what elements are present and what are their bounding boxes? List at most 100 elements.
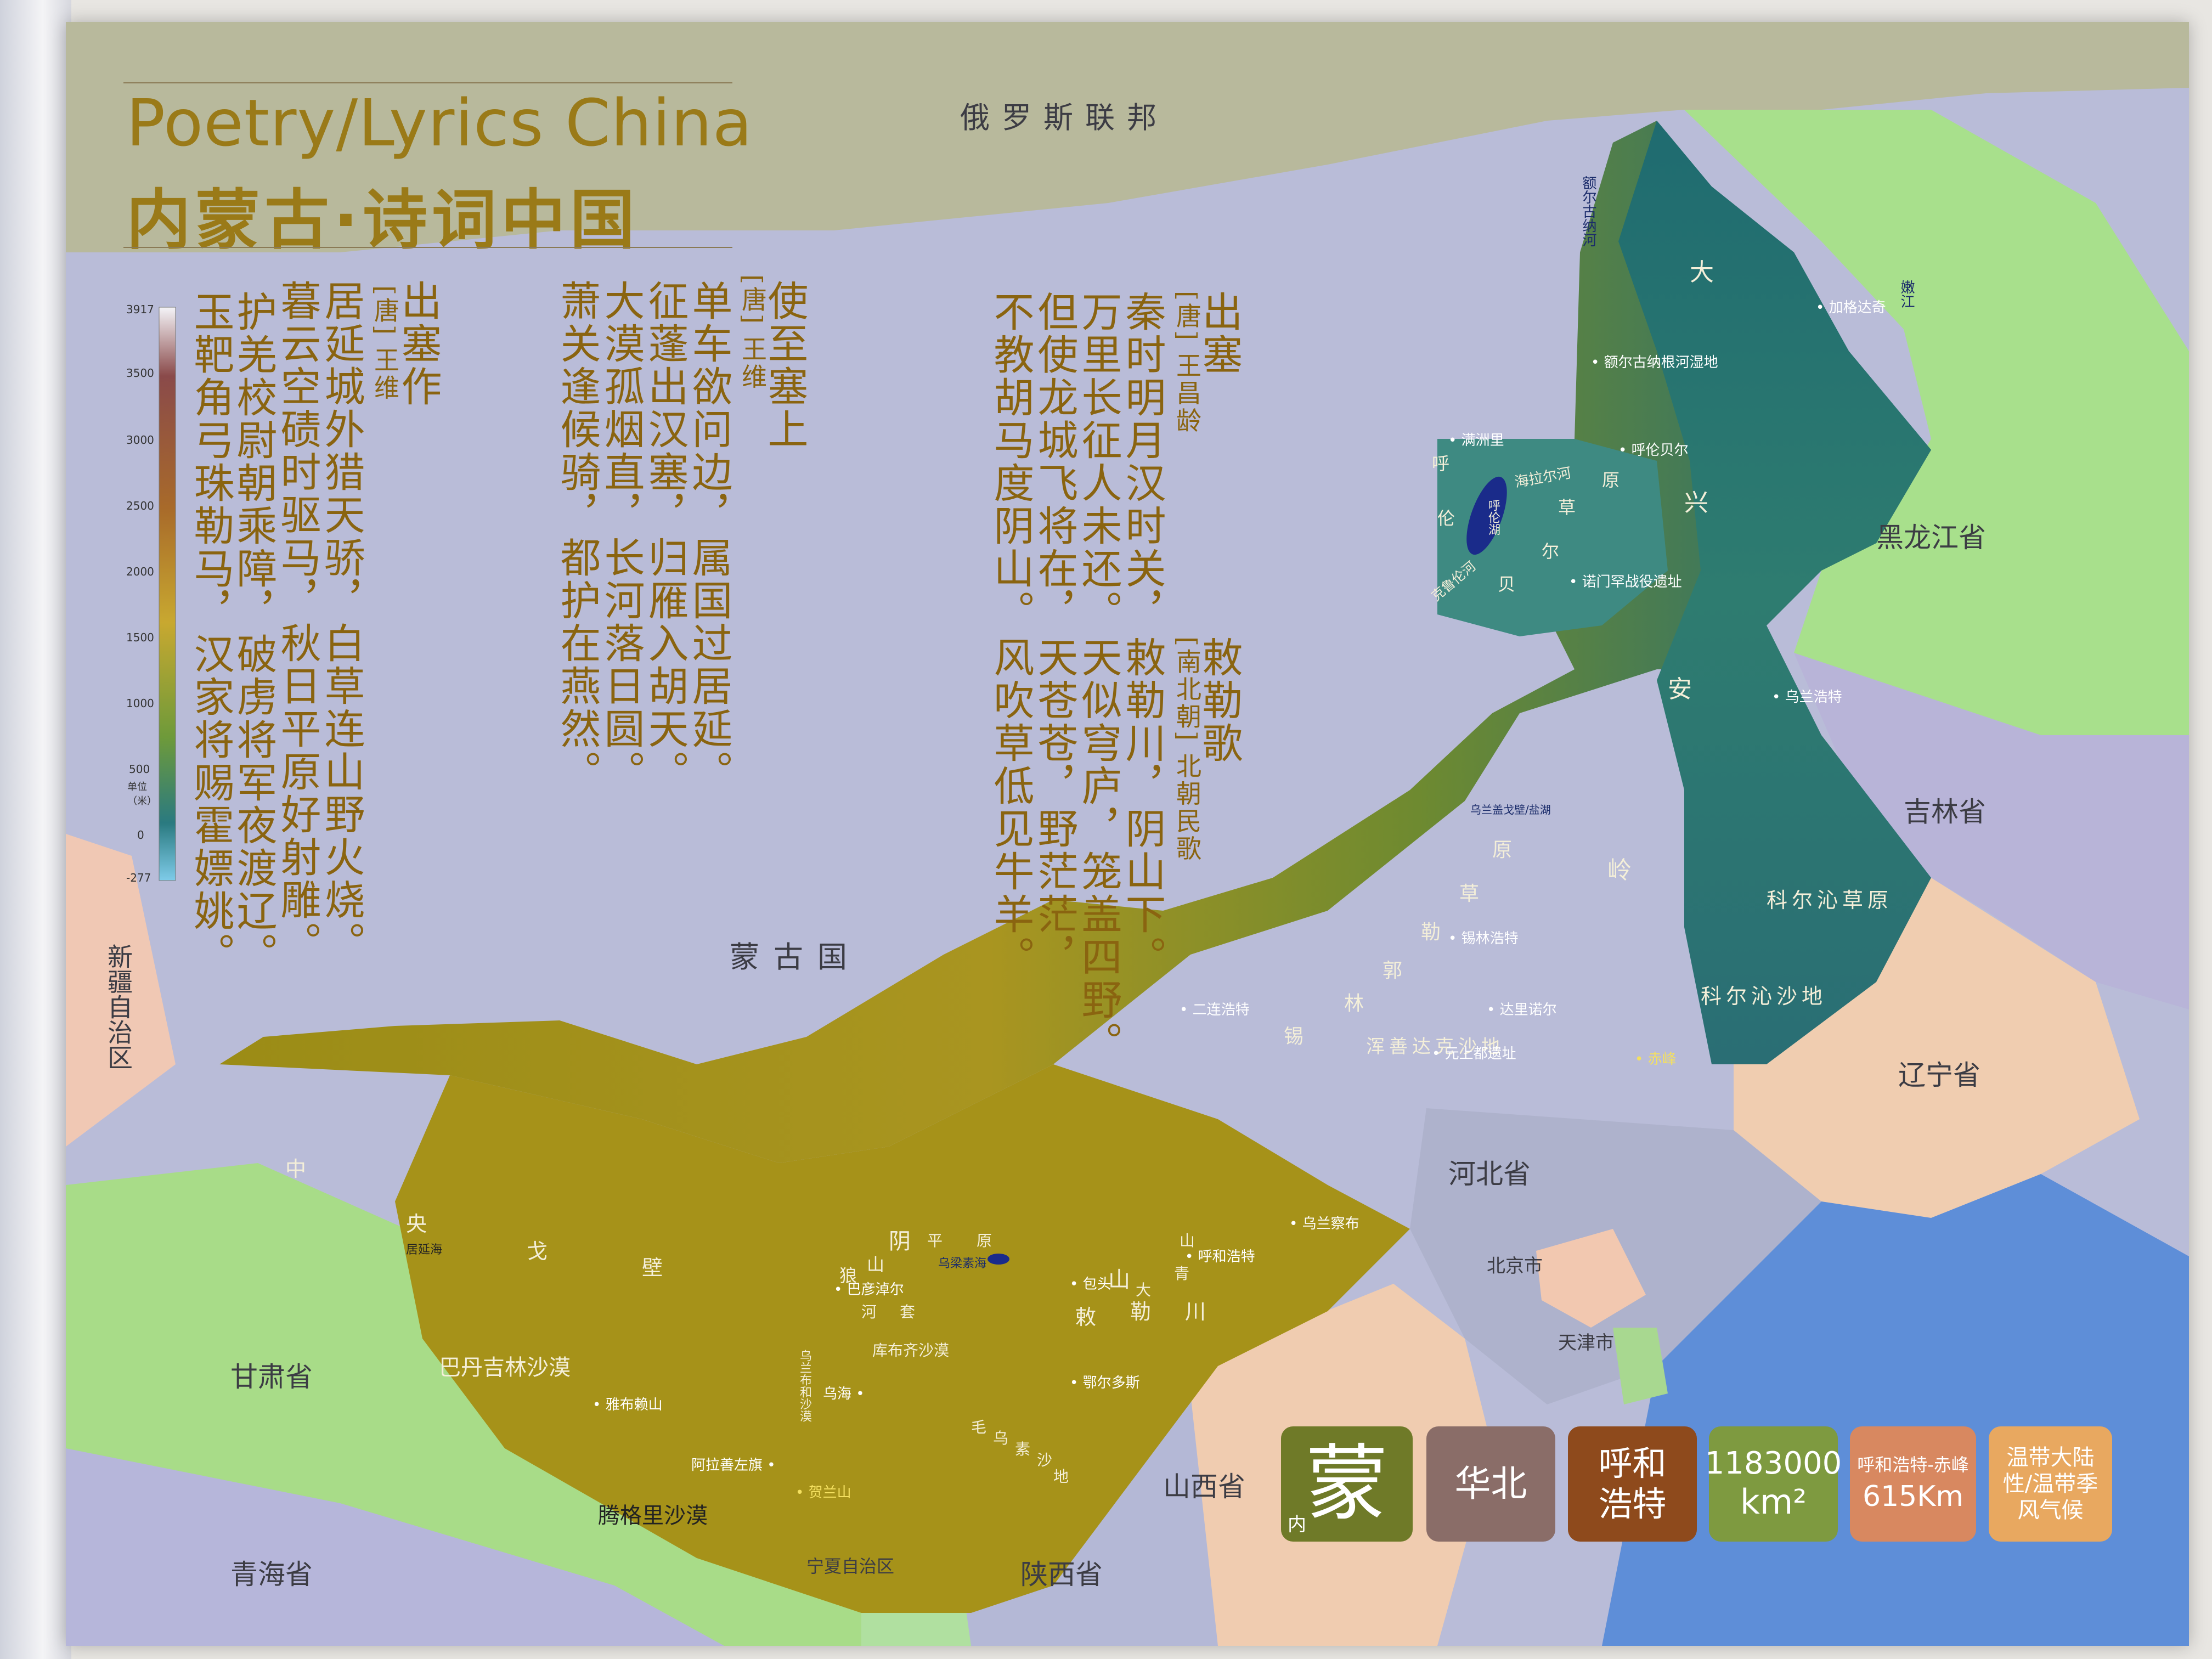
place-baotou: • 包头 xyxy=(1070,1276,1111,1293)
legend-tick: 500 xyxy=(129,763,150,776)
poem3-line: 但使龙城飞将在， xyxy=(1031,291,1078,633)
label-beijing: 北京市 xyxy=(1487,1255,1543,1277)
tianjin-region xyxy=(1613,1328,1668,1404)
label-qinghai: 青海省 xyxy=(230,1559,313,1590)
place-ulanhot: • 乌兰浩特 xyxy=(1772,689,1842,706)
badge-region: 华北 xyxy=(1426,1426,1555,1542)
legend-tick: 2500 xyxy=(126,499,154,512)
title-english: Poetry/Lyrics China xyxy=(126,85,753,161)
poem3-author: [唐] 王昌龄 xyxy=(1172,291,1202,435)
legend-tick: -277 xyxy=(126,871,151,884)
poem3-line: 秦时明月汉时关， xyxy=(1119,291,1166,633)
label-ulanbuh: 乌兰布和沙漠 xyxy=(798,1350,811,1422)
poem1-title: 出塞作 xyxy=(394,280,442,408)
place-hulunbuir: • 呼伦贝尔 xyxy=(1618,442,1689,459)
poem4-title: 敕勒歌 xyxy=(1195,636,1243,765)
legend-tick: 0 xyxy=(137,828,144,842)
place-ergun-wetland: • 额尔古纳根河湿地 xyxy=(1591,354,1718,371)
qinghai-region xyxy=(66,1448,724,1646)
label-horqin-sandland: 科尔沁沙地 xyxy=(1701,984,1827,1008)
poem2-author: [唐] 王维 xyxy=(738,274,768,391)
label-horqin-grassland: 科尔沁草原 xyxy=(1767,888,1893,912)
poem4-line: 天苍苍，野茫茫， xyxy=(1031,636,1078,979)
place-nomonhan: • 诺门罕战役遗址 xyxy=(1569,574,1682,590)
title-rule-top xyxy=(123,82,732,83)
daxinganling-terrain xyxy=(1618,121,1931,1064)
label-liaoning: 辽宁省 xyxy=(1898,1059,1980,1091)
legend-unit: 单位（米） xyxy=(127,781,157,807)
label-tianjin: 天津市 xyxy=(1558,1332,1614,1354)
xinjiang-region xyxy=(66,834,176,1147)
place-erenhot: • 二连浩特 xyxy=(1180,1002,1250,1018)
poem1-author: [唐] 王维 xyxy=(370,285,400,402)
poem4-line: 敕勒川，阴山下。 xyxy=(1119,636,1166,979)
heilongjiang-region xyxy=(1684,110,2189,735)
place-bayannur: • 巴彦淖尔 xyxy=(834,1282,904,1298)
poem2-line: 萧关逢候骑，都护在燕然。 xyxy=(554,280,601,793)
label-mongolia: 蒙古国 xyxy=(730,940,861,974)
place-helanshan: • 贺兰山 xyxy=(795,1485,851,1501)
map-page: Poetry/Lyrics China 内蒙古·诗词中国 3917 3500 3… xyxy=(66,22,2189,1646)
label-shanxi: 山西省 xyxy=(1163,1471,1245,1503)
legend-tick: 3917 xyxy=(126,303,154,316)
badge-abbreviation: 内 蒙 xyxy=(1281,1426,1413,1542)
place-alxa-left: 阿拉善左旗 • xyxy=(691,1457,776,1474)
place-chifeng: • 赤峰 xyxy=(1635,1051,1677,1068)
legend-tick: 3500 xyxy=(126,366,154,380)
poem2-line: 大漠孤烟直，长河落日圆。 xyxy=(597,280,645,793)
label-wuliangsu-lake: 乌梁素海 xyxy=(938,1257,987,1271)
label-gansu: 甘肃省 xyxy=(230,1361,313,1393)
label-heilongjiang: 黑龙江省 xyxy=(1876,522,1986,554)
poem1-line: 玉靶角弓珠勒马，汉家将赐霍嫖姚。 xyxy=(187,291,234,975)
badge-distance: 呼和浩特-赤峰 615Km xyxy=(1850,1426,1976,1542)
place-wuhai: 乌海 • xyxy=(823,1386,865,1402)
label-ningxia: 宁夏自治区 xyxy=(806,1556,895,1577)
poem3-line: 不教胡马度阴山。 xyxy=(987,291,1034,633)
place-ordos: • 鄂尔多斯 xyxy=(1070,1375,1140,1391)
poem2-line: 单车欲问边，属国过居延。 xyxy=(685,280,732,793)
poem1-line: 暮云空碛时驱马，秋日平原好射雕。 xyxy=(274,280,321,964)
badge-area: 1183000 km² xyxy=(1705,1426,1842,1542)
place-yabrai: • 雅布赖山 xyxy=(592,1397,663,1413)
label-jilin: 吉林省 xyxy=(1904,796,1986,828)
place-manzhouli: • 满洲里 xyxy=(1448,432,1504,449)
wuliangsu-lake xyxy=(988,1254,1009,1265)
book-spine xyxy=(0,0,71,1659)
badge-abbr-sub: 内 xyxy=(1288,1514,1306,1536)
hulun-lake xyxy=(1466,476,1507,555)
poem3-line: 万里长征人未还。 xyxy=(1075,291,1122,633)
label-hunshandake: 浑善达克沙地 xyxy=(1366,1036,1504,1058)
legend-tick: 2000 xyxy=(126,565,154,578)
badge-abbr-main: 蒙 xyxy=(1305,1436,1388,1532)
poem1-line: 护羌校尉朝乘障，破虏将军夜渡辽。 xyxy=(230,291,277,975)
badge-capital: 呼和浩特 xyxy=(1568,1426,1697,1542)
place-ulanqab: • 乌兰察布 xyxy=(1289,1216,1359,1232)
place-dalinor: • 达里诺尔 xyxy=(1487,1002,1557,1018)
legend-tick: 1000 xyxy=(126,697,154,710)
place-xilinhot: • 锡林浩特 xyxy=(1448,930,1519,947)
label-juyan-lake: 居延海 xyxy=(406,1243,443,1257)
label-russia: 俄罗斯联邦 xyxy=(960,100,1169,135)
title-chinese: 内蒙古·诗词中国 xyxy=(126,182,639,258)
legend-tick: 3000 xyxy=(126,433,154,447)
label-badain-jaran: 巴丹吉林沙漠 xyxy=(439,1355,571,1380)
inner-mongolia-terrain xyxy=(219,121,1931,1163)
legend-tick: 1500 xyxy=(126,631,154,644)
label-xinjiang: 新疆自治区 xyxy=(104,944,133,1070)
poem3-title: 出塞 xyxy=(1195,291,1243,376)
label-kubuqi: 库布齐沙漠 xyxy=(872,1341,950,1359)
poem2-line: 征蓬出汉塞，归雁入胡天。 xyxy=(641,280,689,793)
poem1-line: 居延城外猎天骄，白草连山野火烧。 xyxy=(318,280,365,964)
label-hulun-lake: 呼伦湖 xyxy=(1486,499,1500,535)
label-shaanxi: 陕西省 xyxy=(1020,1559,1103,1590)
jilin-region xyxy=(1794,653,2189,1009)
badge-climate: 温带大陆性/温带季风气候 xyxy=(1989,1426,2112,1542)
russia-region xyxy=(66,22,2189,252)
place-jiagedaqi: • 加格达奇 xyxy=(1816,300,1886,316)
beijing-region xyxy=(1536,1229,1646,1328)
terrain-map xyxy=(66,22,2189,1646)
label-nen-river: 嫩江 xyxy=(1898,280,1915,308)
label-hebei: 河北省 xyxy=(1448,1158,1531,1190)
title-rule-bottom xyxy=(123,247,732,248)
place-yuanshangdu: • 元上都遗址 xyxy=(1432,1046,1516,1062)
